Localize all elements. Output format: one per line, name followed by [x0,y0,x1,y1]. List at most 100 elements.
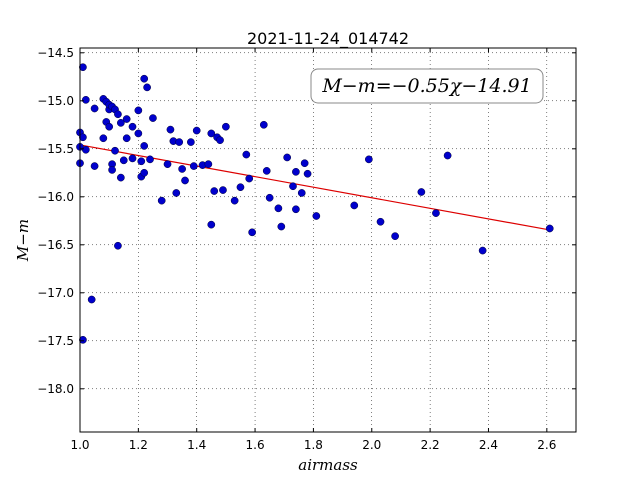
fit-line-group [79,144,550,231]
data-point [90,104,99,113]
data-point [111,146,119,155]
data-point [79,335,87,344]
x-tick-label: 1.0 [70,438,89,452]
x-tick-label: 1.8 [304,438,323,452]
y-tick-label: −16.5 [37,238,74,252]
y-tick-label: −17.0 [37,286,74,300]
y-tick-label: −18.0 [37,382,74,396]
data-point [140,142,149,150]
data-point [545,224,554,233]
data-point [210,187,219,195]
data-point [350,201,359,210]
data-point [222,122,230,131]
fit-line [79,144,550,231]
data-point [207,129,216,138]
data-point [81,145,90,154]
data-point [90,162,99,170]
data-point [242,150,251,159]
data-point [119,156,128,165]
x-tick-label: 1.4 [187,438,206,452]
data-point [108,166,116,174]
data-point [114,241,122,250]
y-tick-label: −15.5 [37,142,74,156]
data-point [292,205,300,214]
x-axis-ticks: 1.0 1.2 1.4 1.6 1.8 2.0 2.2 2.4 2.6 [70,48,556,452]
data-point [105,122,114,131]
data-point [128,154,137,163]
plot-frame [79,47,577,433]
data-point [99,134,108,143]
data-point [192,126,201,135]
data-point [216,136,224,145]
y-tick-label: −16.0 [37,190,74,204]
data-point [292,167,300,176]
data-point [274,204,283,213]
data-point [443,151,452,160]
data-point [259,120,268,129]
data-point [79,63,87,72]
data-point [262,167,271,175]
y-axis-label: M−m [14,219,32,262]
x-tick-label: 1.6 [246,438,265,452]
data-point [128,122,137,131]
x-tick-label: 2.2 [421,438,440,452]
data-point [166,125,175,134]
data-point [245,174,254,183]
data-point [175,138,184,146]
data-point [79,133,87,142]
data-point [265,193,274,202]
x-tick-label: 2.6 [537,438,556,452]
data-points [76,63,554,344]
y-tick-label: −17.5 [37,334,74,348]
data-point [140,74,149,83]
data-point [163,160,172,169]
data-point [236,183,245,192]
data-point [81,95,90,104]
data-point [432,209,440,217]
data-point [417,188,426,196]
data-point [172,189,181,197]
data-point [248,228,256,237]
data-point [230,196,239,205]
x-axis-label: airmass [298,456,358,474]
data-point [149,114,157,122]
data-point [277,222,286,231]
data-point [219,186,227,194]
data-point [187,138,195,146]
x-tick-label: 1.2 [129,438,148,452]
data-point [300,159,309,168]
y-tick-label: −14.5 [37,46,74,60]
data-point [116,119,125,127]
fit-annotation: M−m=−0.55χ−14.91 [310,68,544,104]
data-point [122,115,131,123]
data-point [140,168,149,177]
data-point [134,106,143,115]
data-point [87,295,96,304]
x-tick-label: 2.0 [362,438,381,452]
y-tick-label: −15.0 [37,94,74,108]
data-point [289,182,297,191]
data-point [312,212,321,220]
data-point [478,246,487,255]
data-point [143,83,151,92]
annotation-box [310,68,544,104]
data-point [181,176,189,185]
x-tick-label: 2.4 [479,438,498,452]
annotation-text: M−m=−0.55χ−14.91 [321,75,531,97]
data-point [134,129,143,138]
data-point [122,134,131,143]
data-point [364,155,373,164]
data-point [189,162,198,170]
data-point [178,165,186,173]
data-point [391,232,399,241]
data-point [207,220,216,229]
chart-title: 2021-11-24_014742 [247,29,409,49]
data-point [376,217,385,226]
data-point [204,160,213,169]
data-point [303,169,312,178]
data-point [297,189,306,197]
data-point [146,155,154,164]
data-point [116,173,125,182]
data-point [114,110,122,119]
